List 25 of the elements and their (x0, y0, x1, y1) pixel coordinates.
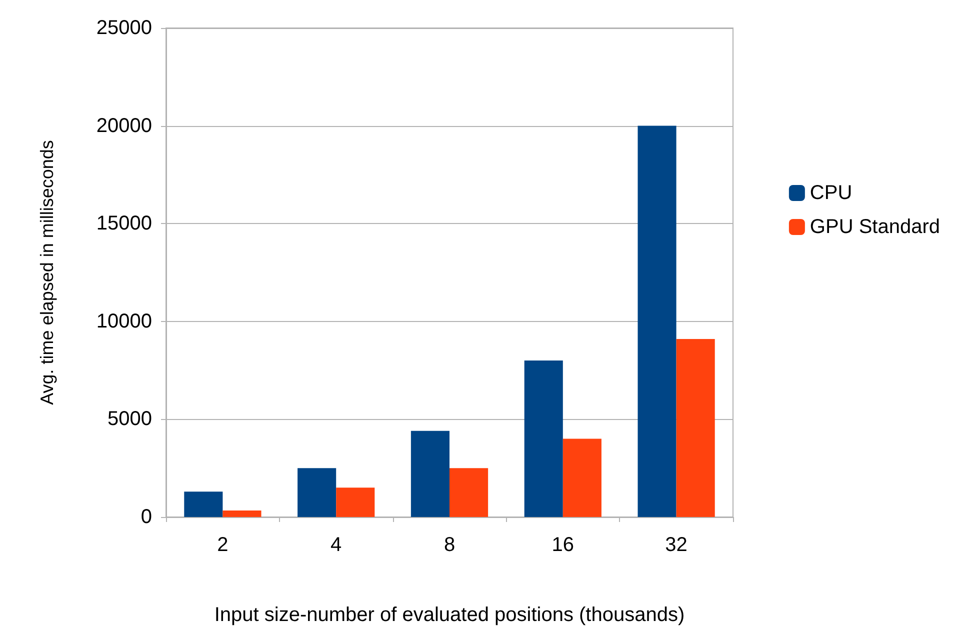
y-tick-label: 10000 (96, 310, 152, 332)
y-tick-label: 25000 (96, 17, 152, 39)
x-axis-title: Input size-number of evaluated positions (thousands) (214, 604, 685, 626)
bar (638, 126, 676, 517)
legend-label: CPU (810, 182, 852, 204)
x-tick-label: 4 (330, 534, 342, 556)
y-tick-label: 20000 (96, 114, 152, 137)
y-tick-label: 15000 (96, 212, 152, 235)
y-axis-title: Avg. time elapsed in milliseconds (37, 140, 57, 405)
x-tick-label: 8 (444, 534, 456, 556)
bar (562, 438, 602, 517)
y-tick-label: 0 (140, 506, 152, 528)
bar (676, 339, 715, 517)
bar (524, 360, 563, 517)
x-tick-label: 16 (552, 534, 574, 556)
bar (450, 468, 488, 517)
bar (298, 468, 336, 517)
bar (184, 492, 223, 517)
x-tick-label: 2 (217, 534, 228, 556)
bar (222, 510, 262, 517)
y-tick-label: 5000 (108, 408, 152, 430)
bar (336, 488, 375, 517)
legend-label: GPU Standard (810, 216, 940, 238)
bar (410, 430, 450, 517)
x-tick-label: 32 (665, 534, 688, 556)
